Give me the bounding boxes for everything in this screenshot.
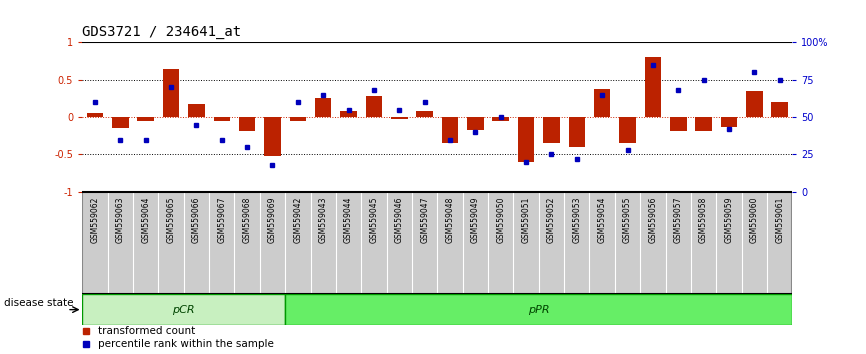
Text: GSM559053: GSM559053: [572, 197, 581, 244]
Bar: [289, 117, 306, 121]
Text: GSM559050: GSM559050: [496, 197, 505, 244]
Text: GSM559069: GSM559069: [268, 197, 277, 244]
Bar: [569, 117, 585, 147]
Text: GSM559063: GSM559063: [116, 197, 125, 244]
Bar: [340, 111, 357, 117]
Text: pPR: pPR: [528, 305, 550, 315]
Text: GSM559056: GSM559056: [649, 197, 657, 244]
Bar: [112, 117, 128, 129]
Text: GSM559043: GSM559043: [319, 197, 327, 244]
Text: pCR: pCR: [172, 305, 195, 315]
Bar: [670, 117, 687, 131]
Bar: [493, 117, 509, 121]
Text: GSM559058: GSM559058: [699, 197, 708, 243]
Bar: [442, 117, 458, 143]
Text: percentile rank within the sample: percentile rank within the sample: [98, 339, 274, 349]
Text: GSM559066: GSM559066: [192, 197, 201, 244]
Bar: [543, 117, 559, 143]
Text: GSM559065: GSM559065: [166, 197, 176, 244]
Bar: [214, 117, 230, 121]
Text: GSM559045: GSM559045: [370, 197, 378, 244]
Text: GSM559046: GSM559046: [395, 197, 404, 244]
Bar: [315, 98, 332, 117]
Text: GSM559062: GSM559062: [90, 197, 100, 243]
Bar: [264, 117, 281, 156]
Text: GSM559048: GSM559048: [445, 197, 455, 243]
Bar: [746, 91, 763, 117]
Text: GSM559060: GSM559060: [750, 197, 759, 244]
Text: GSM559064: GSM559064: [141, 197, 150, 244]
Text: GSM559047: GSM559047: [420, 197, 430, 244]
Bar: [721, 117, 737, 127]
Bar: [644, 57, 661, 117]
Text: GSM559052: GSM559052: [547, 197, 556, 243]
Bar: [391, 117, 408, 119]
Bar: [417, 111, 433, 117]
Text: GSM559059: GSM559059: [725, 197, 734, 244]
Bar: [518, 117, 534, 162]
Text: GSM559057: GSM559057: [674, 197, 682, 244]
Text: GSM559042: GSM559042: [294, 197, 302, 243]
Text: GSM559061: GSM559061: [775, 197, 785, 243]
Text: GSM559049: GSM559049: [471, 197, 480, 244]
Text: GSM559055: GSM559055: [623, 197, 632, 244]
Text: GDS3721 / 234641_at: GDS3721 / 234641_at: [82, 25, 242, 39]
Bar: [87, 113, 103, 117]
Text: GSM559068: GSM559068: [242, 197, 252, 243]
Bar: [594, 89, 611, 117]
Bar: [467, 117, 483, 130]
Text: GSM559051: GSM559051: [521, 197, 531, 243]
Text: GSM559044: GSM559044: [344, 197, 353, 244]
Bar: [695, 117, 712, 131]
Bar: [772, 102, 788, 117]
Text: GSM559067: GSM559067: [217, 197, 226, 244]
Bar: [138, 117, 154, 121]
Text: disease state: disease state: [4, 298, 74, 308]
Bar: [82, 295, 285, 325]
Bar: [365, 96, 382, 117]
Bar: [619, 117, 636, 143]
Bar: [285, 295, 792, 325]
Bar: [163, 69, 179, 117]
Bar: [188, 104, 204, 117]
Text: transformed count: transformed count: [98, 326, 195, 336]
Bar: [239, 117, 255, 131]
Text: GSM559054: GSM559054: [598, 197, 607, 244]
